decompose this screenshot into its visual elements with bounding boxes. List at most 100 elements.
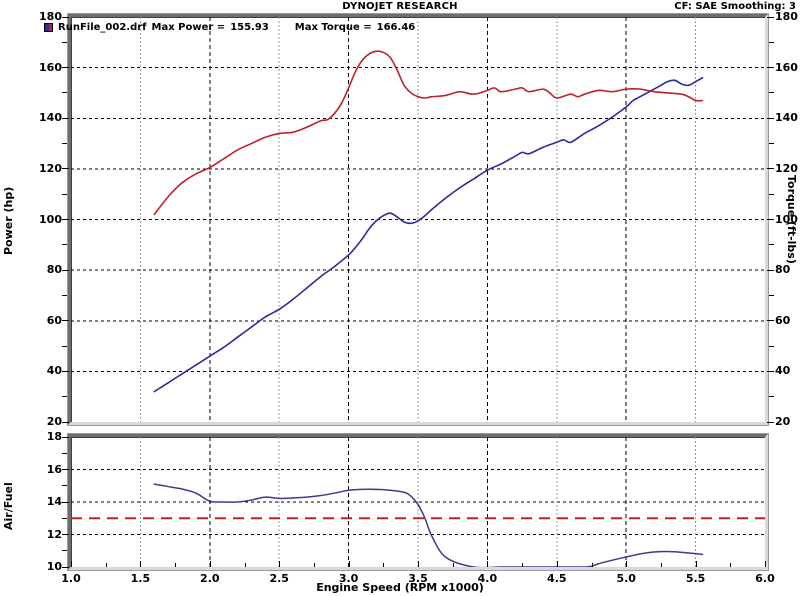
x-axis-tick (244, 563, 246, 567)
torque-tick-label: 40 (775, 364, 791, 378)
torque-tick-label: 120 (775, 161, 798, 175)
x-axis-tick (765, 561, 766, 567)
torque-axis-tick (769, 396, 774, 398)
torque-axis-tick (767, 168, 774, 170)
power-tick-label: 140 (39, 111, 62, 125)
power-axis-tick (62, 193, 67, 195)
x-axis-tick (348, 561, 350, 567)
run-legend[interactable]: RunFile_002.drf Max Power = 155.93 Max T… (44, 22, 415, 33)
air-fuel-axis-tick (62, 452, 67, 454)
air-fuel-tick-label: 16 (46, 462, 62, 476)
torque-axis-tick (769, 143, 774, 145)
power-axis-tick (62, 345, 67, 347)
power-axis-tick (62, 219, 69, 220)
chart-header: DYNOJET RESEARCH CF: SAE Smoothing: 3 (0, 0, 800, 14)
power-axis-tick (62, 244, 67, 246)
power-axis-tick (62, 370, 69, 372)
torque-axis-tick (767, 320, 774, 322)
power-axis-tick (62, 117, 69, 119)
x-axis-tick (452, 563, 454, 567)
x-tick-label: 4.5 (547, 572, 567, 585)
torque-axis-tick (769, 92, 774, 94)
max-power-value: 155.93 (230, 22, 269, 33)
torque-axis-tick (767, 269, 774, 271)
torque-tick-label: 180 (775, 10, 798, 23)
x-axis-tick (556, 561, 558, 567)
torque-axis-tick (769, 294, 774, 296)
x-tick-label: 6.0 (755, 572, 775, 585)
power-axis-tick (62, 396, 67, 398)
power-tick-label: 60 (46, 313, 62, 327)
power-tick-label: 20 (46, 415, 62, 428)
torque-tick-label: 20 (775, 415, 791, 428)
power-axis-tick (62, 41, 67, 43)
x-tick-label: 4.0 (477, 572, 498, 585)
chart-title: DYNOJET RESEARCH (342, 1, 458, 12)
torque-tick-label: 80 (775, 263, 791, 277)
air-fuel-axis-title: Air/Fuel (2, 482, 15, 530)
x-axis-tick (522, 563, 524, 567)
torque-tick-label: 60 (775, 313, 791, 327)
x-tick-label: 5.0 (616, 572, 636, 585)
x-axis-tick (695, 561, 697, 567)
torque-axis-tick (767, 219, 774, 220)
power-axis-tick (62, 16, 69, 18)
air-fuel-tick-label: 14 (46, 495, 62, 508)
x-tick-label: 1.0 (61, 572, 81, 585)
air-fuel-axis-tick (62, 469, 69, 470)
power-axis-tick (62, 320, 69, 322)
run-file-label: RunFile_002.drf (58, 22, 147, 33)
x-tick-label: 2.0 (200, 572, 220, 585)
torque-axis-tick (767, 16, 774, 18)
power-axis-title: Power (hp) (2, 186, 15, 255)
air-fuel-tick-label: 10 (46, 560, 62, 573)
power-torque-canvas (71, 17, 765, 422)
x-axis-tick (105, 563, 107, 567)
power-tick-label: 120 (39, 161, 62, 175)
x-axis-tick (279, 561, 281, 567)
x-axis-tick (71, 561, 72, 567)
torque-axis-tick (767, 370, 774, 372)
x-tick-label: 3.0 (338, 572, 359, 585)
power-axis-tick (62, 269, 69, 271)
power-tick-label: 180 (39, 10, 62, 23)
power-tick-label: 160 (39, 60, 62, 74)
x-axis-tick (175, 563, 177, 567)
torque-tick-label: 140 (775, 111, 798, 125)
air-fuel-axis-tick (62, 501, 69, 503)
air-fuel-curve (153, 483, 704, 567)
x-axis-tick (209, 561, 211, 567)
air-fuel-axis-tick (62, 566, 69, 568)
x-axis-tick (383, 563, 385, 567)
series-color-swatch (44, 23, 53, 32)
torque-axis-tick (769, 193, 774, 195)
air-fuel-axis-tick (62, 550, 67, 552)
correction-smoothing-info: CF: SAE Smoothing: 3 (674, 1, 796, 12)
x-tick-label: 3.5 (408, 572, 428, 585)
power-axis-tick (62, 168, 69, 170)
x-axis-tick (591, 563, 593, 567)
power-torque-svg (71, 17, 765, 422)
air-fuel-axis-tick (62, 534, 69, 535)
x-axis-tick (660, 563, 662, 567)
x-axis-tick (140, 561, 142, 567)
torque-axis-tick (769, 244, 774, 246)
x-tick-label: 2.5 (269, 572, 289, 585)
air-fuel-canvas (71, 437, 765, 567)
x-tick-label: 1.5 (130, 572, 151, 585)
air-fuel-tick-label: 12 (46, 527, 62, 541)
x-axis-tick (730, 563, 732, 567)
x-axis-tick (313, 563, 315, 567)
max-power-label: Max Power = (151, 22, 226, 33)
torque-tick-label: 160 (775, 60, 798, 74)
power-curve (153, 76, 704, 393)
air-fuel-tick-label: 18 (46, 430, 62, 443)
power-axis-tick (62, 92, 67, 94)
max-torque-label: Max Torque = (294, 22, 372, 33)
x-axis-title: Engine Speed (RPM x1000) (316, 581, 484, 594)
air-fuel-plot (68, 434, 768, 570)
torque-axis-tick (767, 67, 774, 69)
power-axis-tick (62, 67, 69, 69)
power-tick-label: 40 (46, 364, 62, 378)
